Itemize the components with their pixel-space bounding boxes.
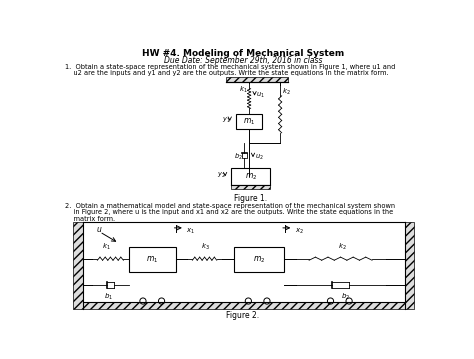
Text: $b_1$: $b_1$ — [104, 292, 113, 302]
Text: 1.  Obtain a state-space representation of the mechanical system shown in Figure: 1. Obtain a state-space representation o… — [65, 64, 396, 70]
Bar — [129, 247, 175, 272]
Text: Figure 1.: Figure 1. — [234, 194, 267, 203]
Text: $x_1$: $x_1$ — [186, 226, 195, 236]
Text: $m_2$: $m_2$ — [253, 254, 265, 265]
Bar — [405, 222, 414, 309]
Text: in Figure 2, where u is the input and x1 and x2 are the outputs. Write the state: in Figure 2, where u is the input and x1… — [65, 209, 394, 215]
Text: HW #4. Modeling of Mechanical System: HW #4. Modeling of Mechanical System — [142, 49, 344, 58]
Bar — [236, 114, 262, 129]
Text: $k_2$: $k_2$ — [338, 242, 347, 252]
Text: $u_1$: $u_1$ — [256, 91, 265, 100]
Text: $b_2$: $b_2$ — [234, 152, 242, 162]
Text: $k_1$: $k_1$ — [239, 85, 248, 95]
Text: $m_1$: $m_1$ — [146, 254, 158, 265]
Bar — [226, 77, 288, 81]
Bar — [231, 185, 270, 190]
Text: $m_1$: $m_1$ — [243, 116, 255, 127]
Text: $x_2$: $x_2$ — [295, 226, 304, 236]
Text: Due Date: September 29th, 2016 in class: Due Date: September 29th, 2016 in class — [164, 56, 322, 65]
Text: $m_2$: $m_2$ — [245, 171, 257, 182]
Text: $u$: $u$ — [96, 225, 102, 234]
Text: $b_2$: $b_2$ — [341, 292, 350, 302]
Text: Figure 2.: Figure 2. — [227, 311, 259, 320]
Text: $y_2$: $y_2$ — [218, 171, 226, 180]
Text: $k_2$: $k_2$ — [282, 87, 291, 97]
Text: $y_1$: $y_1$ — [222, 116, 231, 125]
Text: 2.  Obtain a mathematical model and state-space representation of the mechanical: 2. Obtain a mathematical model and state… — [65, 203, 396, 209]
Text: matrix form.: matrix form. — [65, 215, 116, 222]
Bar — [234, 247, 284, 272]
Text: $k_1$: $k_1$ — [102, 242, 110, 252]
Text: $k_3$: $k_3$ — [201, 242, 210, 252]
Text: u2 are the inputs and y1 and y2 are the outputs. Write the state equations in th: u2 are the inputs and y1 and y2 are the … — [65, 70, 389, 76]
Bar — [82, 302, 405, 309]
Bar — [73, 222, 82, 309]
Bar — [231, 168, 270, 185]
Text: $u_2$: $u_2$ — [255, 153, 263, 162]
